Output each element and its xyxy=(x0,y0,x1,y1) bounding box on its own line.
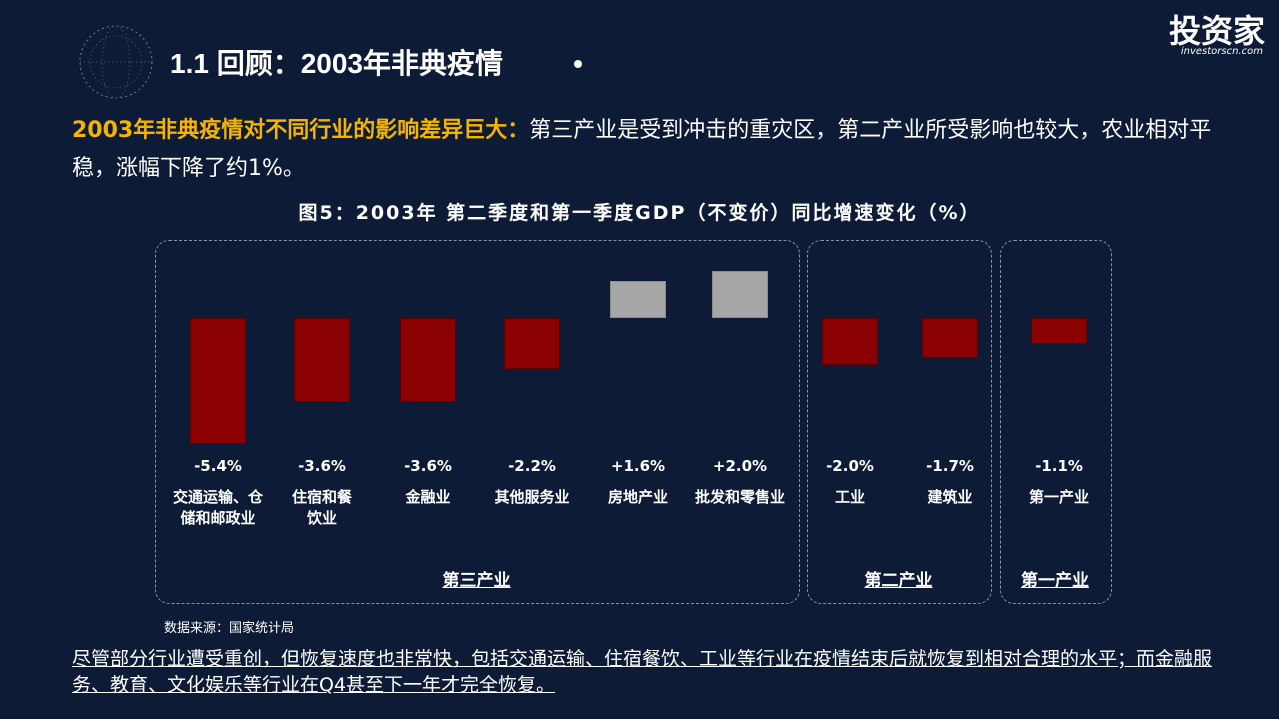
group-box xyxy=(1000,240,1112,604)
value-label: -3.6% xyxy=(298,457,346,475)
value-label: -1.7% xyxy=(926,457,974,475)
bar xyxy=(610,280,666,318)
category-label: 房地产业 xyxy=(607,488,668,506)
value-label: -1.1% xyxy=(1035,457,1083,475)
category-label: 其他服务业 xyxy=(494,488,570,506)
value-label: +1.6% xyxy=(610,457,666,475)
bar xyxy=(822,318,878,365)
bar xyxy=(504,318,560,370)
chart-title: 图5：2003年 第二季度和第一季度GDP（不变价）同比增速变化（%） xyxy=(298,202,981,224)
bar xyxy=(294,318,350,403)
slide-title: 1.1 回顾：2003年非典疫情 xyxy=(170,48,503,79)
group-box xyxy=(155,240,800,604)
bar xyxy=(712,271,768,318)
category-label: 第一产业 xyxy=(1028,488,1089,506)
intro: 2003年非典疫情对不同行业的影响差异巨大：第三产业是受到冲击的重灾区，第二产业… xyxy=(72,112,1222,188)
value-label: -2.0% xyxy=(826,457,874,475)
logo-sub: investorscn.com xyxy=(1180,46,1263,57)
group-box xyxy=(807,240,992,604)
value-label: -3.6% xyxy=(404,457,452,475)
bar xyxy=(190,318,246,445)
category-label: 交通运输、仓储和邮政业 xyxy=(172,488,263,527)
intro-text: 第三产业是受到冲击的重灾区，第二产业所受影响也较大，农业相对平稳，涨幅下降了约1… xyxy=(72,118,1212,181)
intro-highlight: 2003年非典疫情对不同行业的影响差异巨大： xyxy=(72,118,530,143)
group-label: 第二产业 xyxy=(864,571,933,591)
category-label: 工业 xyxy=(834,488,865,506)
category-label: 批发和零售业 xyxy=(694,488,785,506)
globe-icon xyxy=(79,25,153,99)
value-label: -2.2% xyxy=(508,457,556,475)
category-label: 建筑业 xyxy=(927,488,973,506)
group-label: 第一产业 xyxy=(1021,571,1089,591)
bar xyxy=(1031,318,1087,344)
conclusion: 尽管部分行业遭受重创，但恢复速度也非常快，包括交通运输、住宿餐饮、工业等行业在疫… xyxy=(72,648,1213,696)
title-dot xyxy=(574,60,582,68)
bar xyxy=(400,318,456,403)
category-label: 金融业 xyxy=(405,488,451,506)
value-label: -5.4% xyxy=(194,457,242,475)
source: 数据来源：国家统计局 xyxy=(164,621,295,636)
value-label: +2.0% xyxy=(712,457,768,475)
category-label: 住宿和餐饮业 xyxy=(291,488,352,527)
logo: 投资家 xyxy=(1168,12,1265,50)
bar xyxy=(922,318,978,358)
group-label: 第三产业 xyxy=(442,571,511,591)
